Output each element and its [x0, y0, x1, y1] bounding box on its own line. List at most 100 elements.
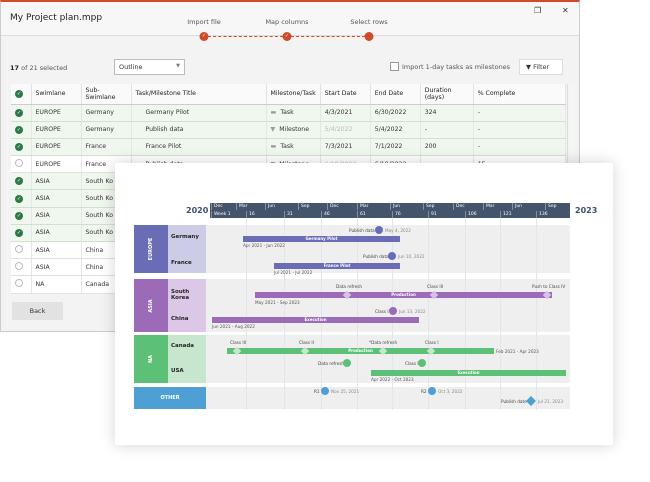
week-tick: 16 [246, 211, 255, 218]
cell-swimlane: ASIA [31, 189, 82, 208]
col-start[interactable]: Start Date [320, 84, 371, 105]
gridline [321, 218, 322, 410]
milestone-label: Publish data [363, 254, 389, 259]
view-select-value: Outline [119, 63, 143, 71]
check-icon: ✓ [199, 32, 209, 41]
task-bar[interactable]: Production [227, 348, 494, 354]
close-icon[interactable]: ✕ [562, 6, 569, 15]
select-all-checkbox[interactable]: ✓ [11, 84, 32, 105]
row-checkbox[interactable]: ✓ [11, 121, 32, 139]
milestone-circle[interactable] [375, 226, 383, 234]
milestone-label: R1 [314, 389, 320, 394]
table-row[interactable]: ✓ EUROPE France France Pilot ▬ Task 7/3/2… [11, 138, 567, 157]
col-type[interactable]: Milestone/Task [266, 84, 321, 105]
selection-count: 17 of 21 selected [10, 64, 67, 72]
milestone-label: Data refresh [318, 361, 345, 366]
cell-sub-swimlane: Germany [81, 104, 132, 122]
month-tick: Dec [453, 203, 465, 210]
sub-china: China [171, 316, 189, 322]
row-checkbox[interactable]: ✓ [11, 104, 32, 122]
col-end[interactable]: End Date [370, 84, 421, 105]
row-checkbox[interactable]: ✓ [11, 138, 32, 157]
row-checkbox[interactable] [11, 155, 32, 174]
gridline [536, 218, 537, 410]
col-sub-swimlane[interactable]: Sub-Swimlane [81, 84, 132, 105]
milestone-label: Class I [405, 361, 419, 366]
task-bar[interactable]: Execution [371, 370, 566, 376]
cell-swimlane: ASIA [31, 172, 82, 191]
milestone-circle[interactable] [343, 359, 351, 367]
col-complete[interactable]: % Complete [473, 84, 567, 105]
filter-label: Filter [533, 63, 550, 71]
group-na: NA [134, 335, 168, 383]
cell-end: 5/4/2022 [370, 121, 421, 139]
month-tick: Jun [390, 203, 400, 210]
cell-complete: - [473, 121, 567, 139]
back-button[interactable]: Back [12, 302, 63, 320]
group-asia: ASIA [134, 279, 168, 332]
milestone-circle[interactable] [428, 387, 436, 395]
cell-duration: 324 [420, 104, 474, 122]
cell-type: ▬ Task [266, 138, 321, 157]
row-checkbox[interactable]: ✓ [11, 224, 32, 243]
row-checkbox[interactable] [11, 241, 32, 260]
week-tick: 46 [321, 211, 330, 218]
cell-start: 5/4/2022 [320, 121, 371, 139]
filter-button[interactable]: ▼ Filter [519, 59, 563, 75]
week-tick: 76 [392, 211, 401, 218]
task-bar[interactable]: Germany Pilot [243, 236, 400, 242]
milestone-date: Jun 10, 2022 [398, 254, 425, 259]
milestone-date: Jun 13, 2022 [399, 309, 426, 314]
task-bar[interactable]: Production [255, 292, 552, 298]
milestone-icon: ▼ [270, 126, 276, 134]
milestone-label: *Data refresh [369, 340, 398, 345]
milestone-label: Publish date [501, 399, 527, 404]
row-checkbox[interactable]: ✓ [11, 189, 32, 208]
row-checkbox[interactable]: ✓ [11, 207, 32, 225]
selected-count: 17 [10, 64, 20, 72]
col-swimlane[interactable]: Swimlane [31, 84, 82, 105]
view-select[interactable]: Outline ▼ [114, 59, 185, 75]
task-range: May 2021 - Sep 2023 [255, 300, 300, 305]
sub-germany: Germany [171, 234, 199, 240]
cell-swimlane: ASIA [31, 241, 82, 260]
row-checkbox[interactable] [11, 258, 32, 277]
month-tick: Dec [327, 203, 339, 210]
step-select-rows: Select rows [350, 18, 388, 26]
table-row[interactable]: ✓ EUROPE Germany Publish data ▼ Milestone… [11, 121, 567, 139]
gridline [465, 218, 466, 410]
row-checkbox[interactable] [11, 275, 32, 294]
milestone-checkbox[interactable] [390, 62, 399, 71]
task-bar[interactable]: France Pilot [274, 263, 400, 269]
selected-suffix: of 21 selected [21, 64, 68, 72]
milestone-label: Class I [375, 309, 389, 314]
milestone-circle[interactable] [389, 307, 397, 315]
row-checkbox[interactable]: ✓ [11, 172, 32, 191]
month-tick: Mar [236, 203, 248, 210]
step-map-columns: Map columns [265, 18, 309, 26]
square-icon[interactable]: ❐ [534, 6, 542, 15]
milestone-circle[interactable] [418, 359, 426, 367]
milestone-date: Oct 3, 2022 [438, 389, 463, 394]
week-tick: Week 1 [211, 211, 231, 218]
week-tick: 106 [465, 211, 477, 218]
col-duration[interactable]: Duration (days) [420, 84, 474, 105]
col-title[interactable]: Task/Milestone Title [131, 84, 267, 105]
group-other: OTHER [134, 387, 206, 409]
milestone-circle[interactable] [388, 252, 396, 260]
task-bar[interactable]: Execution [212, 317, 419, 323]
sub-usa: USA [171, 368, 184, 374]
table-row[interactable]: ✓ EUROPE Germany Germany Pilot ▬ Task 4/3… [11, 104, 567, 122]
step-connector [291, 36, 365, 37]
cell-complete: - [473, 104, 567, 122]
milestone-label: Class II [299, 340, 314, 345]
gridline [246, 218, 247, 410]
cell-sub-swimlane: France [81, 138, 132, 157]
task-range: Apr 2022 - Oct 2023 [371, 377, 414, 382]
gridline [284, 218, 285, 410]
week-tick: 91 [428, 211, 437, 218]
cell-title: Publish data [131, 121, 267, 139]
cell-swimlane: EUROPE [31, 138, 82, 157]
milestone-circle[interactable] [321, 387, 329, 395]
cell-type: ▼Milestone [266, 121, 321, 139]
